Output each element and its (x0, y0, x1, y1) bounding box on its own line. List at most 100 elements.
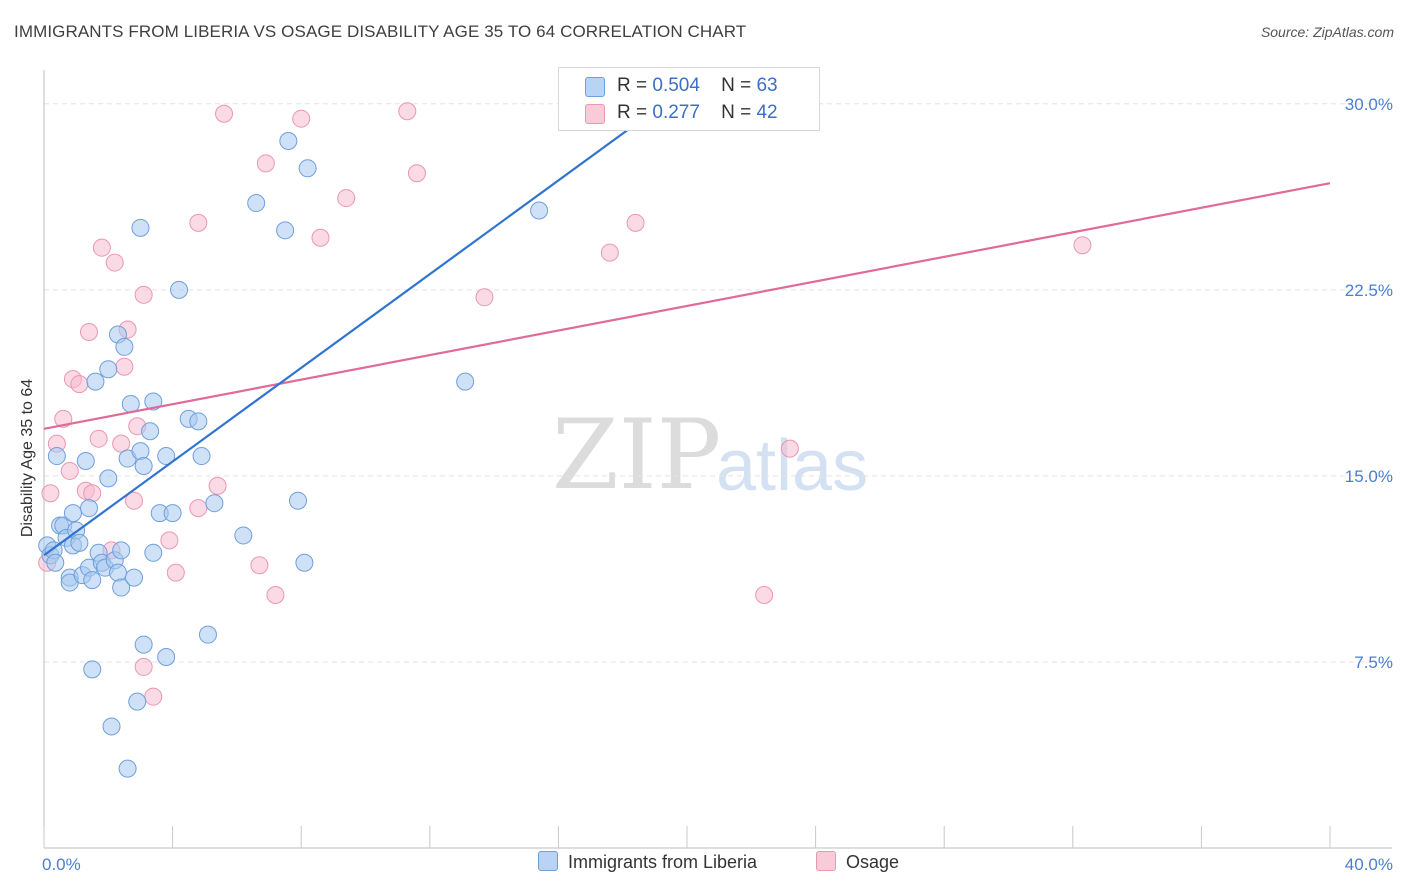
liberia-point (83, 571, 102, 590)
legend-osage-label: Osage (846, 852, 900, 872)
liberia-point (70, 533, 89, 552)
osage-point (112, 434, 131, 453)
legend-item-liberia[interactable]: Immigrants from Liberia (538, 851, 757, 873)
liberia-point (530, 201, 549, 220)
legend-liberia-swatch (538, 851, 558, 871)
osage-point (266, 585, 285, 604)
watermark-zip-text: ZIP (552, 399, 721, 511)
osage-point (292, 109, 311, 128)
stats-legend: R = 0.504 N = 63 R = 0.277 N = 42 (558, 67, 820, 131)
osage-point (70, 375, 89, 394)
liberia-point (47, 447, 66, 466)
osage-point (115, 357, 134, 376)
osage-point (80, 323, 99, 342)
osage-point (125, 491, 144, 510)
liberia-stats: R = 0.504 N = 63 (617, 75, 778, 97)
osage-r-value: 0.277 (652, 102, 700, 123)
osage-point (208, 476, 227, 495)
x-tick-label: 40.0% (1345, 855, 1393, 874)
osage-r-label: R = (617, 102, 648, 123)
osage-point (250, 556, 269, 575)
liberia-point (134, 635, 153, 654)
osage-n-label: N = (721, 102, 752, 123)
liberia-point (279, 132, 298, 151)
liberia-point (157, 447, 176, 466)
liberia-point (247, 194, 266, 213)
osage-point (407, 164, 426, 183)
osage-n-value: 42 (756, 102, 778, 123)
liberia-point (80, 499, 99, 518)
liberia-point (134, 456, 153, 475)
osage-point (189, 499, 208, 518)
y-tick-label: 22.5% (1345, 281, 1393, 300)
liberia-point (298, 159, 317, 178)
osage-point (337, 189, 356, 208)
osage-trend-line (43, 182, 1331, 430)
liberia-point (115, 337, 134, 356)
liberia-point (141, 422, 160, 441)
liberia-point (170, 280, 189, 299)
trend-lines (43, 90, 1331, 557)
axes (43, 70, 1392, 849)
liberia-point (76, 452, 95, 471)
liberia-r-value: 0.504 (652, 75, 700, 96)
liberia-point (205, 494, 224, 513)
liberia-point (102, 717, 121, 736)
osage-point (475, 288, 494, 307)
watermark-atlas-text: atlas (716, 426, 868, 506)
chart-title: IMMIGRANTS FROM LIBERIA VS OSAGE DISABIL… (14, 22, 747, 41)
liberia-point (112, 578, 131, 597)
x-tick-labels: 0.0% 40.0% (42, 855, 1393, 874)
x-tick-label: 0.0% (42, 855, 81, 874)
liberia-point (83, 660, 102, 679)
liberia-point (121, 394, 140, 413)
liberia-point (198, 625, 217, 644)
osage-point (626, 213, 645, 232)
osage-point (256, 154, 275, 173)
liberia-point (295, 553, 314, 572)
osage-point (41, 484, 60, 503)
osage-point (134, 657, 153, 676)
osage-point (105, 253, 124, 272)
legend-item-osage[interactable]: Osage (816, 851, 899, 873)
liberia-n-label: N = (721, 75, 752, 96)
y-axis-label: Disability Age 35 to 64 (19, 379, 36, 537)
osage-point (83, 484, 102, 503)
y-tick-labels: 7.5% 15.0% 22.5% 30.0% (1345, 95, 1393, 672)
liberia-point (234, 526, 253, 545)
liberia-point (118, 759, 137, 778)
liberia-point (46, 553, 65, 572)
source-label: Source: ZipAtlas.com (1260, 24, 1394, 40)
legend-osage-swatch (816, 851, 836, 871)
osage-point (92, 238, 111, 257)
osage-point (398, 102, 417, 121)
osage-point (60, 461, 79, 480)
osage-point (134, 285, 153, 304)
osage-point (54, 409, 73, 428)
liberia-point (99, 360, 118, 379)
liberia-points (38, 132, 549, 778)
osage-swatch (585, 104, 605, 124)
osage-point (166, 563, 185, 582)
liberia-point (144, 392, 163, 411)
liberia-point (189, 412, 208, 431)
zipatlas-watermark: ZIP atlas (552, 399, 868, 511)
legend-liberia-label: Immigrants from Liberia (568, 852, 758, 872)
osage-point (780, 439, 799, 458)
liberia-point (144, 543, 163, 562)
liberia-point (108, 563, 127, 582)
liberia-point (125, 568, 144, 587)
osage-point (755, 585, 774, 604)
liberia-point (131, 218, 150, 237)
osage-point (144, 687, 163, 706)
liberia-point (456, 372, 475, 391)
osage-point (89, 429, 108, 448)
liberia-point (163, 504, 182, 523)
liberia-point (131, 442, 150, 461)
liberia-point (112, 541, 131, 560)
liberia-n-value: 63 (756, 75, 778, 96)
liberia-point (157, 647, 176, 666)
liberia-trend-line (43, 90, 682, 557)
liberia-r-label: R = (617, 75, 648, 96)
